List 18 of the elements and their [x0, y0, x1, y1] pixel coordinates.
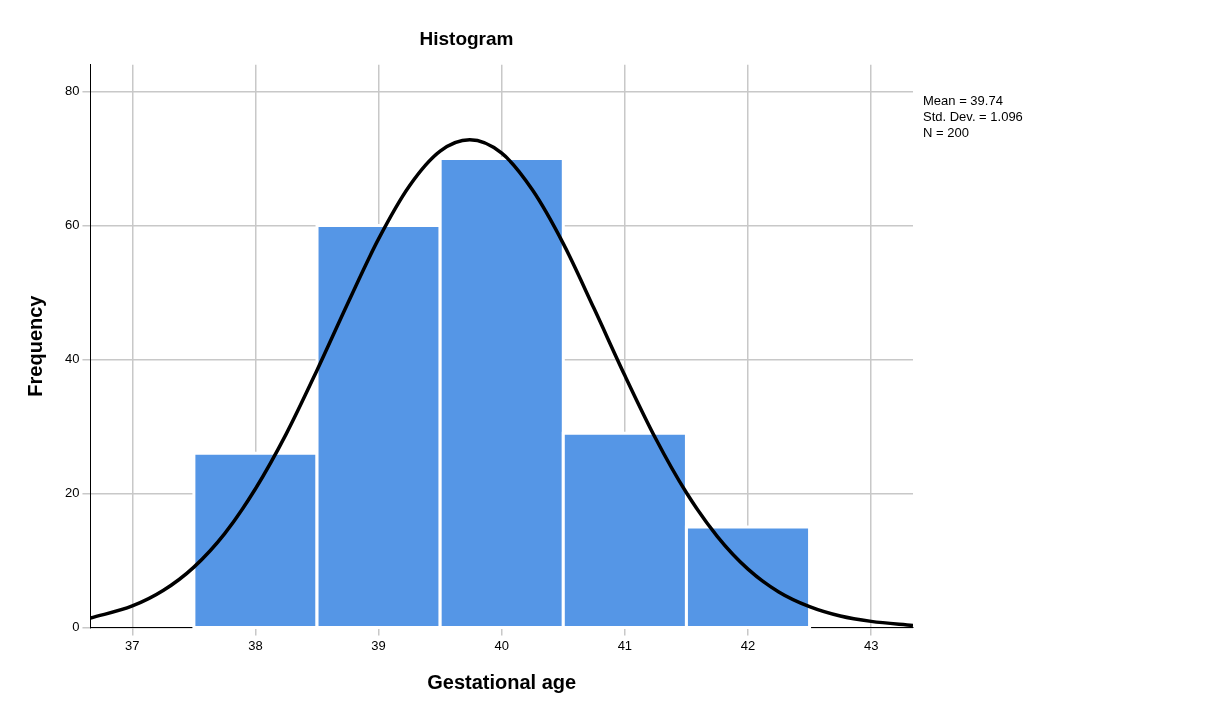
x-tick-label: 41: [617, 637, 633, 653]
x-tick-label: 38: [248, 637, 263, 653]
x-tick-label: 42: [740, 637, 756, 653]
y-tick-label: 20: [64, 485, 80, 501]
y-axis-title: Frequency: [23, 294, 46, 397]
y-tick-label: 80: [64, 83, 80, 99]
text: Std. Dev. = 1.096: [923, 108, 1023, 124]
x-tick-label: 43: [863, 637, 879, 653]
x-tick-label: 40: [494, 637, 509, 653]
y-tick-label: 0: [72, 618, 80, 634]
chart-title: Histogram: [419, 27, 514, 49]
y-tick-label: 60: [64, 217, 80, 233]
text: Mean = 39.74: [923, 92, 1003, 108]
x-tick-label: 37: [125, 637, 140, 653]
y-tick-label: 40: [64, 351, 80, 367]
x-tick-label: 39: [371, 637, 386, 653]
text: N = 200: [923, 124, 969, 140]
x-axis-title: Gestational age: [427, 670, 577, 693]
